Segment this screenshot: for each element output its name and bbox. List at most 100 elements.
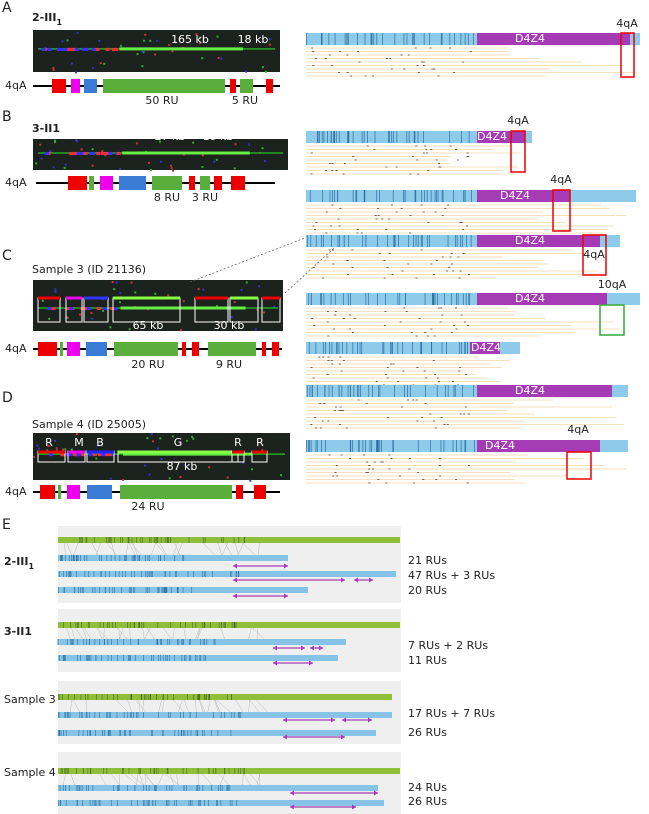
- gene-box: [120, 485, 232, 499]
- noise: [149, 168, 152, 171]
- alignment-link: [220, 627, 225, 640]
- noise: [75, 433, 78, 436]
- label: 24 RUs: [408, 781, 447, 794]
- noise: [119, 44, 122, 47]
- label-dot: [101, 453, 106, 457]
- noise: [70, 62, 73, 65]
- label: Sample 3 (ID 21136): [32, 263, 146, 276]
- noise: [136, 53, 139, 56]
- noise: [261, 147, 264, 150]
- reference-bar: [58, 537, 400, 543]
- noise: [115, 281, 118, 284]
- label-dot: [86, 307, 91, 311]
- label: R: [234, 436, 242, 449]
- label: D4Z4: [515, 384, 545, 397]
- sample-name: 2-III1: [32, 11, 63, 27]
- noise: [122, 478, 125, 481]
- noise: [66, 39, 69, 42]
- alignment-link: [217, 542, 222, 556]
- label: 11 RUs: [408, 654, 447, 667]
- noise: [198, 36, 201, 39]
- gene-box: [58, 485, 61, 499]
- noise: [61, 448, 64, 451]
- noise: [55, 447, 58, 450]
- label-dot: [82, 47, 87, 51]
- reference-bar: [306, 342, 520, 354]
- noise: [272, 306, 275, 309]
- noise: [52, 166, 55, 169]
- noise: [234, 143, 237, 146]
- noise: [61, 40, 64, 43]
- alignment-link: [155, 542, 166, 556]
- noise: [76, 140, 79, 143]
- label-dot: [84, 47, 89, 51]
- alignment-link: [195, 627, 200, 640]
- label: 3-II1: [4, 625, 32, 638]
- alignment-link: [183, 699, 189, 713]
- label-dot: [67, 47, 72, 51]
- label: 7 RUs + 2 RUs: [408, 639, 488, 652]
- gene-box: [86, 342, 107, 356]
- label-dot: [108, 151, 113, 155]
- alignment-link: [62, 773, 66, 786]
- sample-name-sub: 1: [57, 18, 63, 27]
- label-dot: [104, 151, 109, 155]
- noise: [171, 435, 174, 438]
- label: 24 RU: [131, 500, 164, 513]
- noise: [208, 466, 211, 469]
- alignment-link: [145, 773, 154, 786]
- gene-box: [182, 342, 186, 356]
- label: D4Z4: [515, 292, 545, 305]
- alignment-link: [103, 627, 105, 640]
- alignment-link: [194, 699, 197, 713]
- label: 20 RU: [131, 358, 164, 371]
- alignment-link: [202, 773, 213, 786]
- noise: [251, 468, 254, 471]
- noise: [279, 474, 282, 477]
- label: 10 kb: [203, 130, 234, 143]
- molecule-bar: [58, 555, 288, 561]
- alignment-link: [225, 542, 232, 556]
- noise: [54, 288, 57, 291]
- label: 10qA: [598, 278, 627, 291]
- label-dot: [60, 453, 65, 457]
- gene-box: [152, 176, 182, 190]
- repeat-region: [477, 440, 600, 452]
- noise: [156, 39, 159, 42]
- alignment-link: [242, 542, 256, 556]
- noise: [48, 317, 51, 320]
- end-box: [566, 451, 592, 480]
- label-dot: [60, 47, 65, 51]
- noise: [233, 301, 236, 304]
- gene-box: [192, 342, 199, 356]
- label: 17 RUs + 7 RUs: [408, 707, 495, 720]
- label-dot: [95, 47, 100, 51]
- label-dot: [110, 307, 115, 311]
- noise: [75, 71, 78, 74]
- noise: [248, 143, 251, 146]
- noise: [158, 140, 161, 143]
- noise: [226, 476, 229, 479]
- noise: [119, 291, 122, 294]
- label: B: [2, 109, 12, 125]
- noise: [109, 477, 112, 480]
- noise: [104, 154, 107, 157]
- label: 9 RU: [216, 358, 242, 371]
- alignment-link: [132, 542, 138, 556]
- alignment-link: [172, 627, 175, 640]
- noise: [141, 65, 144, 68]
- noise: [146, 437, 149, 440]
- alignment-link: [243, 773, 251, 786]
- noise: [258, 285, 261, 288]
- label-dot: [76, 453, 81, 457]
- noise: [144, 464, 147, 467]
- noise: [91, 317, 94, 320]
- alignment-link: [106, 542, 117, 556]
- arrow-head: [273, 645, 305, 651]
- noise: [141, 50, 144, 53]
- repeat-region: [477, 33, 630, 45]
- alignment-link: [116, 627, 128, 640]
- noise: [201, 165, 204, 168]
- gene-box: [40, 485, 55, 499]
- noise: [76, 32, 79, 35]
